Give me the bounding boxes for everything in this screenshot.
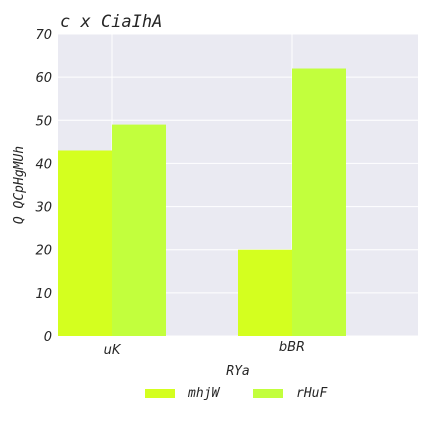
y-tick-label: 20 (35, 244, 52, 259)
y-tick-label: 40 (35, 157, 52, 172)
bar-mhjW-bBR (238, 249, 292, 336)
x-tick-label: uK (104, 343, 122, 358)
legend-swatch-rHuF (253, 389, 283, 398)
y-tick-label: 50 (35, 114, 52, 129)
bar-rHuF-uK (112, 124, 166, 336)
legend-label-rHuF: rHuF (296, 386, 328, 401)
y-tick-label: 30 (35, 201, 52, 216)
y-tick-label: 0 (44, 330, 52, 345)
chart-title: c x CiaIhA (60, 12, 162, 32)
y-tick-label: 70 (35, 28, 52, 43)
bar-mhjW-uK (58, 150, 112, 336)
x-tick-labels: uK bBR (104, 340, 305, 358)
legend-label-mhjW: mhjW (187, 386, 220, 401)
legend: mhjW rHuF (145, 386, 328, 401)
bars (58, 68, 346, 336)
y-axis-label: Q QCpHgMUh (12, 146, 27, 224)
y-tick-label: 10 (35, 287, 52, 302)
x-axis-label: RYa (226, 364, 249, 379)
x-tick-label: bBR (279, 340, 305, 355)
y-tick-labels: 0 10 20 30 40 50 60 70 (35, 28, 52, 345)
y-tick-label: 60 (35, 71, 52, 86)
bar-rHuF-bBR (292, 68, 346, 336)
legend-swatch-mhjW (145, 389, 175, 398)
